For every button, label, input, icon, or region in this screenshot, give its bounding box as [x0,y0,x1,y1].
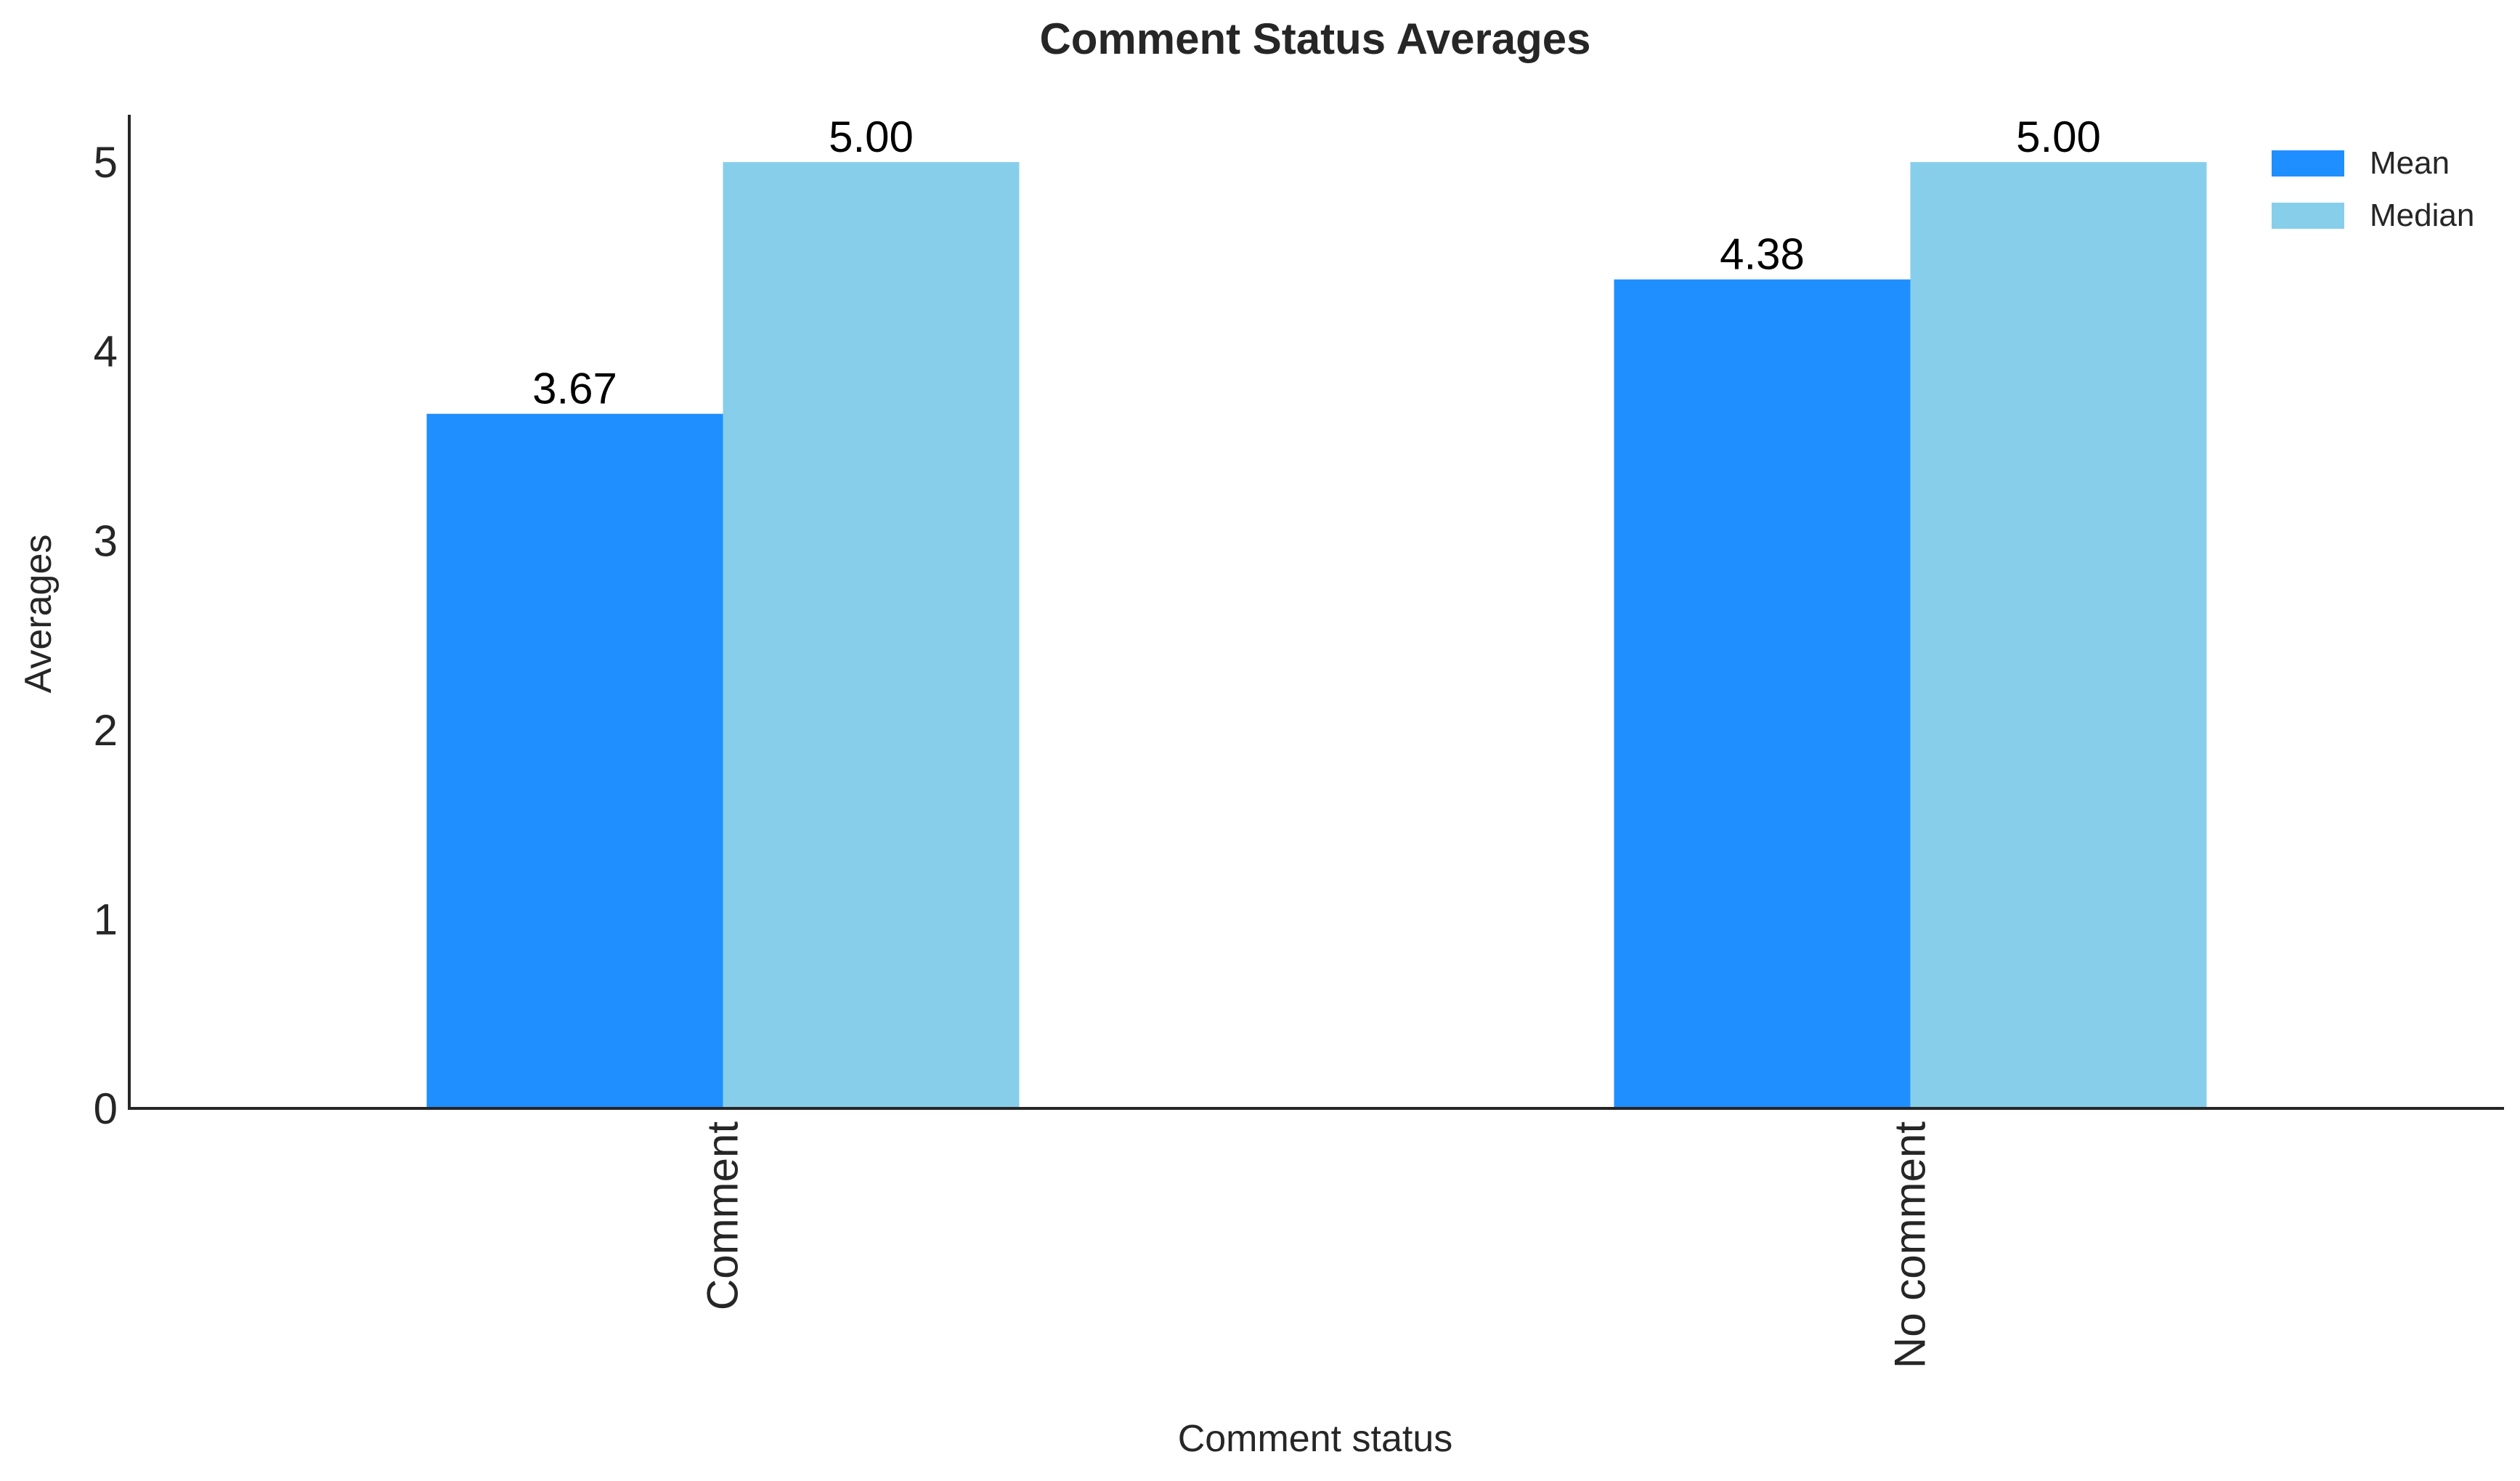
y-ticks: 0 1 2 3 4 5 [94,138,118,1133]
bar-median-no-comment [1910,162,2207,1109]
legend: Mean Median [2272,145,2474,233]
x-tick-label: Comment [699,1121,747,1310]
bar-mean-no-comment [1614,279,1911,1108]
y-tick-label: 1 [94,895,118,944]
x-tick-label: No comment [1886,1121,1935,1368]
bar-value-label: 5.00 [2016,113,2101,161]
bar-mean-comment [426,413,723,1108]
x-ticks: Comment No comment [699,1121,1935,1368]
bar-labels: 3.67 5.00 4.38 5.00 [532,113,2101,413]
y-tick-label: 3 [94,516,118,565]
y-tick-label: 2 [94,706,118,755]
bar-value-label: 4.38 [1720,230,1805,279]
y-tick-label: 5 [94,138,118,187]
bars [426,162,2207,1109]
legend-label-median: Median [2370,198,2474,233]
bar-value-label: 3.67 [532,365,617,413]
chart-title: Comment Status Averages [1039,15,1590,63]
bar-value-label: 5.00 [829,113,914,161]
y-tick-label: 4 [94,328,118,376]
legend-swatch-median [2272,203,2344,229]
y-axis-label: Averages [17,535,60,694]
y-tick-label: 0 [94,1084,118,1133]
bar-median-comment [723,162,1020,1109]
x-axis-label: Comment status [1178,1418,1453,1460]
legend-swatch-mean [2272,150,2344,176]
legend-label-mean: Mean [2370,145,2450,181]
